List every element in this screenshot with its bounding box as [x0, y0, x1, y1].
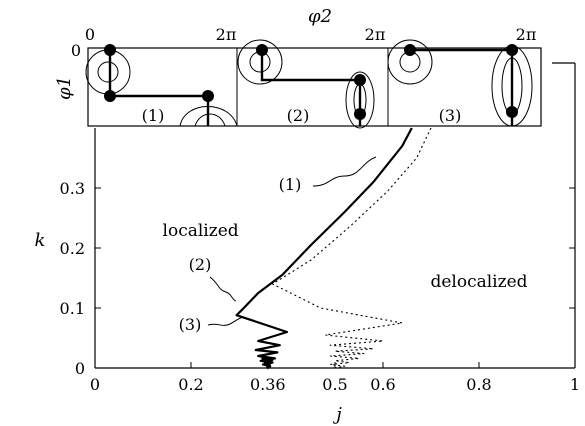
- annotation-leader: [207, 316, 245, 326]
- inset-node: [104, 44, 116, 56]
- x-tick-label: 0.6: [370, 375, 395, 394]
- inset-panel-label: (2): [287, 106, 310, 125]
- annotation-leader: [209, 276, 237, 302]
- curve-annotation: (3): [179, 315, 202, 334]
- main-plot-series: [235, 127, 432, 370]
- localization-boundary-solid: [235, 127, 413, 369]
- y-axis-label: k: [35, 230, 46, 251]
- inset-node: [506, 106, 518, 118]
- main-plot-ticks: 0 0.2 0.36 0.5 0.6 0.8 1 0 0.1 0.2 0.3: [60, 179, 581, 394]
- inset-contour: [97, 61, 119, 83]
- inset-panel-label: (1): [142, 106, 165, 125]
- endpoint-marker: [260, 357, 275, 370]
- inset-contour: [194, 113, 226, 127]
- inset-tick-two-pi: 2π: [216, 25, 237, 44]
- x-tick-label: 0.36: [250, 375, 286, 394]
- inset-node: [404, 44, 416, 56]
- inset-node: [202, 90, 214, 102]
- inset-trajectory: [260, 50, 362, 126]
- x-tick-label: 1: [570, 375, 580, 394]
- delocalization-boundary-dotted: [272, 127, 432, 369]
- inset-trajectory: [108, 50, 210, 126]
- inset-node: [256, 44, 268, 56]
- y-tick-label: 0.1: [60, 299, 85, 318]
- y-tick-label: 0.3: [60, 179, 85, 198]
- inset-frame: [87, 47, 542, 127]
- inset-node: [354, 74, 366, 86]
- main-plot-text: localized delocalized (1) (2) (3): [163, 156, 528, 334]
- inset-x-label: φ2: [308, 6, 332, 27]
- annotation-leader: [312, 156, 377, 187]
- inset-tick-zero-top: 0: [85, 25, 95, 44]
- inset-node: [104, 90, 116, 102]
- x-tick-label: 0.2: [178, 375, 203, 394]
- y-tick-label: 0.2: [60, 239, 85, 258]
- inset-tick-two-pi: 2π: [365, 25, 386, 44]
- inset-node: [354, 108, 366, 120]
- inset-tick-zero-left: 0: [71, 41, 81, 60]
- y-tick-label: 0: [75, 359, 85, 378]
- inset-tick-two-pi: 2π: [516, 25, 537, 44]
- curve-annotation: (1): [279, 175, 302, 194]
- curve-annotation: (2): [189, 255, 212, 274]
- inset-contour: [345, 71, 375, 129]
- x-tick-label: 0: [90, 375, 100, 394]
- region-label: delocalized: [430, 272, 527, 292]
- inset-y-label: φ1: [54, 76, 75, 100]
- inset-panel-label: (3): [439, 106, 462, 125]
- x-tick-label: 0.8: [466, 375, 491, 394]
- inset-contour: [387, 39, 433, 85]
- inset-phase-panels: φ2 φ1 00 2π 2π 2π (1) (2) (3): [54, 6, 542, 129]
- inset-node: [506, 44, 518, 56]
- inset-contour: [237, 39, 283, 85]
- x-axis-label: j: [332, 404, 342, 425]
- region-label: localized: [163, 221, 239, 241]
- x-tick-label: 0.5: [322, 375, 347, 394]
